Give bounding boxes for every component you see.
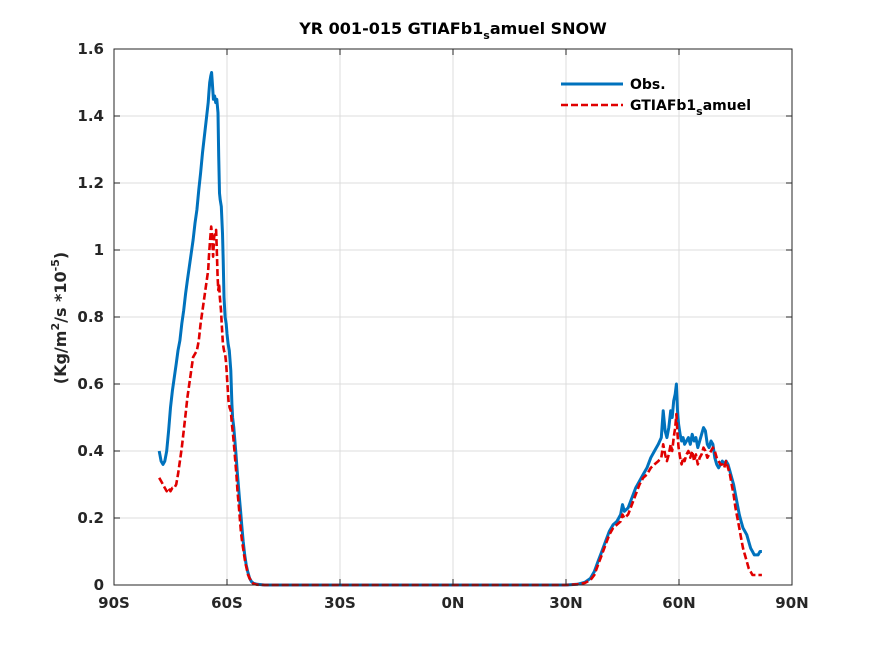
y-axis-label: (Kg/m2/s *10-5)	[49, 252, 70, 384]
series-layer	[157, 71, 762, 587]
legend-label: Obs.	[630, 77, 666, 93]
tick-marks	[113, 48, 793, 586]
y-tick-label: 0.8	[77, 308, 104, 326]
y-tick-label: 1.4	[77, 107, 104, 125]
y-tick-label: 1	[94, 241, 104, 259]
y-tick-label: 0.2	[77, 509, 104, 527]
y-tick-label: 1.6	[77, 40, 104, 58]
y-tick-label: 0	[94, 576, 104, 594]
y-tick-label: 1.2	[77, 174, 104, 192]
x-tick-label: 60S	[211, 594, 243, 612]
y-tick-label: 0.6	[77, 375, 104, 393]
x-tick-label: 90S	[98, 594, 130, 612]
x-tick-label: 30S	[324, 594, 356, 612]
x-tick-labels: 90S 60S 30S 0N 30N 60N 90N	[98, 594, 809, 612]
legend: Obs. GTIAFb1samuel	[561, 77, 751, 118]
x-tick-label: 90N	[775, 594, 808, 612]
x-tick-label: 60N	[662, 594, 695, 612]
x-tick-label: 0N	[442, 594, 465, 612]
x-tick-label: 30N	[549, 594, 582, 612]
y-tick-label: 0.4	[77, 442, 104, 460]
legend-label: GTIAFb1samuel	[630, 98, 751, 118]
y-tick-labels: 0 0.2 0.4 0.6 0.8 1 1.2 1.4 1.6	[77, 40, 104, 594]
chart-title: YR 001-015 GTIAFb1samuel SNOW	[298, 19, 607, 42]
series-line-model	[158, 225, 762, 587]
